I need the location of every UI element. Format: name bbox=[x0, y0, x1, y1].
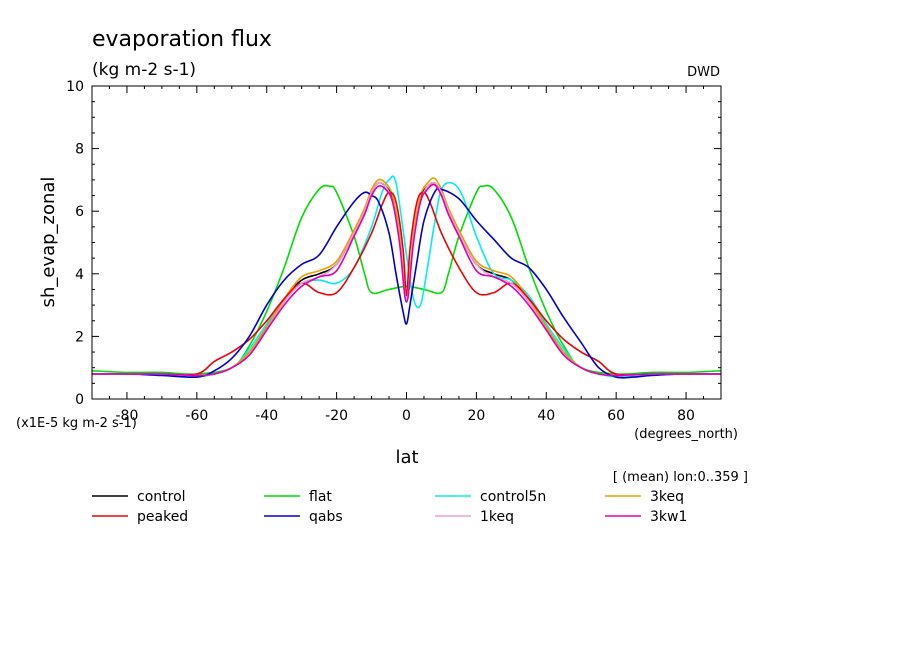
y-tick-label: 4 bbox=[75, 267, 84, 283]
y-tick-label: 6 bbox=[75, 204, 84, 220]
legend-item-flat: flat bbox=[264, 489, 332, 505]
legend-item-control: control bbox=[92, 489, 186, 505]
axis-ticks: -80 -60 -40 -20 0 20 40 60 80 0 2 4 6 8 10 bbox=[66, 79, 722, 424]
x-units: (degrees_north) bbox=[634, 427, 738, 442]
y-scale-note: (x1E-5 kg m-2 s-1) bbox=[16, 416, 137, 431]
legend-label: control5n bbox=[480, 489, 546, 505]
x-tick-label: 0 bbox=[402, 408, 411, 424]
legend-item-qabs: qabs bbox=[264, 509, 343, 525]
y-tick-label: 8 bbox=[75, 142, 84, 158]
legend-item-control5n: control5n bbox=[435, 489, 546, 505]
plot-frame bbox=[91, 85, 722, 400]
legend-label: control bbox=[137, 489, 186, 505]
x-tick-label: -20 bbox=[325, 408, 348, 424]
chart-subtitle: (kg m-2 s-1) bbox=[92, 60, 196, 80]
x-tick-label: 40 bbox=[537, 408, 555, 424]
legend: control peaked flat qabs control5n 1keq 3keq 3k… bbox=[92, 489, 687, 525]
x-tick-label: 60 bbox=[607, 408, 625, 424]
average-note: [ (mean) lon:0..359 ] bbox=[613, 470, 748, 485]
y-axis-label: sh_evap_zonal bbox=[38, 177, 59, 308]
series-line-3keq bbox=[91, 177, 722, 377]
series-line-qabs bbox=[91, 187, 722, 379]
series-line-control bbox=[91, 181, 722, 377]
series-line-1keq bbox=[91, 181, 722, 377]
legend-item-3kw1: 3kw1 bbox=[605, 509, 687, 525]
y-tick-label: 0 bbox=[75, 392, 84, 408]
y-tick-label: 10 bbox=[66, 79, 84, 95]
legend-label: 3kw1 bbox=[650, 509, 687, 525]
legend-label: qabs bbox=[309, 509, 343, 525]
x-tick-label: -60 bbox=[185, 408, 208, 424]
chart-title: evaporation flux bbox=[92, 27, 272, 52]
x-tick-label: -80 bbox=[116, 408, 139, 424]
legend-label: 1keq bbox=[480, 509, 514, 525]
y-tick-label: 2 bbox=[75, 329, 84, 345]
x-axis-label: lat bbox=[395, 447, 418, 468]
legend-label: peaked bbox=[137, 509, 188, 525]
series-line-flat bbox=[91, 184, 722, 375]
legend-label: flat bbox=[309, 489, 332, 505]
legend-label: 3keq bbox=[650, 489, 684, 505]
series-line-peaked bbox=[91, 191, 722, 376]
series-line-3kw1 bbox=[91, 183, 722, 377]
source-tag: DWD bbox=[687, 65, 720, 80]
legend-item-1keq: 1keq bbox=[435, 509, 514, 525]
legend-item-peaked: peaked bbox=[92, 509, 188, 525]
legend-item-3keq: 3keq bbox=[605, 489, 684, 505]
x-tick-label: 20 bbox=[467, 408, 485, 424]
x-tick-label: -40 bbox=[255, 408, 278, 424]
x-tick-label: 80 bbox=[677, 408, 695, 424]
series-line-control5n bbox=[91, 175, 722, 379]
series-lines bbox=[91, 175, 722, 379]
